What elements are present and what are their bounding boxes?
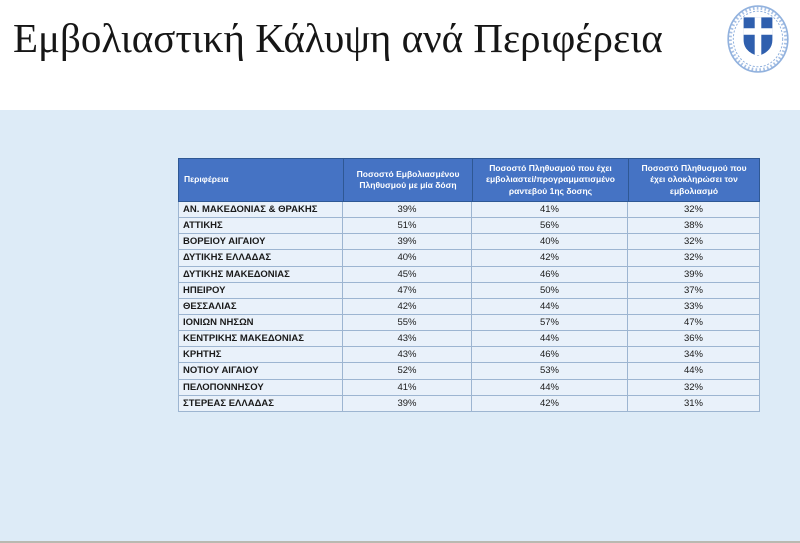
value-cell: 31% xyxy=(628,395,760,412)
value-cell: 50% xyxy=(472,282,628,299)
value-cell: 32% xyxy=(628,250,760,267)
table-row: ΙΟΝΙΩΝ ΝΗΣΩΝ 55% 57% 47% xyxy=(178,314,760,332)
table-row: ΠΕΛΟΠΟΝΝΗΣΟΥ 41% 44% 32% xyxy=(178,379,760,396)
value-cell: 39% xyxy=(628,266,760,283)
table-row: ΑΝ. ΜΑΚΕΔΟΝΙΑΣ & ΘΡΑΚΗΣ 39% 41% 32% xyxy=(178,202,760,219)
value-cell: 39% xyxy=(343,234,472,251)
region-cell: ΣΤΕΡΕΑΣ ΕΛΛΑΔΑΣ xyxy=(178,395,343,412)
column-header-completed: Ποσοστό Πληθυσμού που έχει ολοκληρώσει τ… xyxy=(628,158,760,202)
table-row: ΚΕΝΤΡΙΚΗΣ ΜΑΚΕΔΟΝΙΑΣ 43% 44% 36% xyxy=(178,331,760,348)
wreath-leaves-icon xyxy=(728,6,788,72)
value-cell: 40% xyxy=(472,234,628,251)
value-cell: 43% xyxy=(343,347,472,364)
value-cell: 55% xyxy=(343,314,472,332)
table-row: ΣΤΕΡΕΑΣ ΕΛΛΑΔΑΣ 39% 42% 31% xyxy=(178,395,760,412)
column-header-one-dose: Ποσοστό Εμβολιασμένου Πληθυσμού με μία δ… xyxy=(343,158,472,202)
table-row: ΔΥΤΙΚΗΣ ΜΑΚΕΔΟΝΙΑΣ 45% 46% 39% xyxy=(178,266,760,283)
value-cell: 42% xyxy=(472,395,628,412)
greek-coat-of-arms-logo xyxy=(727,5,789,73)
value-cell: 47% xyxy=(343,282,472,299)
region-cell: ΝΟΤΙΟΥ ΑΙΓΑΙΟΥ xyxy=(178,363,343,380)
region-cell: ΙΟΝΙΩΝ ΝΗΣΩΝ xyxy=(178,314,343,332)
region-cell: ΠΕΛΟΠΟΝΝΗΣΟΥ xyxy=(178,379,343,396)
value-cell: 36% xyxy=(628,331,760,348)
region-cell: ΗΠΕΙΡΟΥ xyxy=(178,282,343,299)
region-cell: ΚΕΝΤΡΙΚΗΣ ΜΑΚΕΔΟΝΙΑΣ xyxy=(178,331,343,348)
region-cell: ΑΤΤΙΚΗΣ xyxy=(178,218,343,235)
value-cell: 44% xyxy=(628,363,760,380)
region-cell: ΔΥΤΙΚΗΣ ΕΛΛΑΔΑΣ xyxy=(178,250,343,267)
wreath-inner-icon xyxy=(732,10,784,68)
value-cell: 32% xyxy=(628,379,760,396)
value-cell: 32% xyxy=(628,234,760,251)
value-cell: 44% xyxy=(472,331,628,348)
value-cell: 46% xyxy=(472,266,628,283)
table-row: ΘΕΣΣΑΛΙΑΣ 42% 44% 33% xyxy=(178,298,760,315)
value-cell: 45% xyxy=(343,266,472,283)
table-body: ΑΝ. ΜΑΚΕΔΟΝΙΑΣ & ΘΡΑΚΗΣ 39% 41% 32% ΑΤΤΙΚΗΣ 5… xyxy=(178,202,760,412)
table-row: ΚΡΗΤΗΣ 43% 46% 34% xyxy=(178,347,760,364)
value-cell: 46% xyxy=(472,347,628,364)
value-cell: 41% xyxy=(343,379,472,396)
table-row: ΒΟΡΕΙΟΥ ΑΙΓΑΙΟΥ 39% 40% 32% xyxy=(178,234,760,251)
region-cell: ΒΟΡΕΙΟΥ ΑΙΓΑΙΟΥ xyxy=(178,234,343,251)
value-cell: 53% xyxy=(472,363,628,380)
value-cell: 33% xyxy=(628,298,760,315)
value-cell: 43% xyxy=(343,331,472,348)
value-cell: 39% xyxy=(343,395,472,412)
column-header-scheduled: Ποσοστό Πληθυσμού που έχει εμβολιαστεί/π… xyxy=(472,158,628,202)
value-cell: 42% xyxy=(343,298,472,315)
vaccination-coverage-table: Περιφέρεια Ποσοστό Εμβολιασμένου Πληθυσμ… xyxy=(178,158,760,412)
value-cell: 57% xyxy=(472,314,628,332)
bottom-divider xyxy=(0,541,800,543)
table-row: ΝΟΤΙΟΥ ΑΙΓΑΙΟΥ 52% 53% 44% xyxy=(178,363,760,380)
value-cell: 51% xyxy=(343,218,472,235)
value-cell: 39% xyxy=(343,202,472,219)
wreath-outer-icon xyxy=(727,5,789,73)
table-row: ΔΥΤΙΚΗΣ ΕΛΛΑΔΑΣ 40% 42% 32% xyxy=(178,250,760,267)
value-cell: 47% xyxy=(628,314,760,332)
value-cell: 34% xyxy=(628,347,760,364)
region-cell: ΔΥΤΙΚΗΣ ΜΑΚΕΔΟΝΙΑΣ xyxy=(178,266,343,283)
region-cell: ΘΕΣΣΑΛΙΑΣ xyxy=(178,298,343,315)
value-cell: 42% xyxy=(472,250,628,267)
region-cell: ΚΡΗΤΗΣ xyxy=(178,347,343,364)
value-cell: 41% xyxy=(472,202,628,219)
value-cell: 44% xyxy=(472,298,628,315)
page-title: Εμβολιαστική Κάλυψη ανά Περιφέρεια xyxy=(13,15,663,61)
column-header-region: Περιφέρεια xyxy=(178,158,343,202)
value-cell: 56% xyxy=(472,218,628,235)
value-cell: 32% xyxy=(628,202,760,219)
cross-icon xyxy=(743,17,773,56)
value-cell: 44% xyxy=(472,379,628,396)
content-panel: Περιφέρεια Ποσοστό Εμβολιασμένου Πληθυσμ… xyxy=(0,110,800,543)
region-cell: ΑΝ. ΜΑΚΕΔΟΝΙΑΣ & ΘΡΑΚΗΣ xyxy=(178,202,343,219)
title-band: Εμβολιαστική Κάλυψη ανά Περιφέρεια xyxy=(0,0,800,110)
value-cell: 38% xyxy=(628,218,760,235)
value-cell: 40% xyxy=(343,250,472,267)
value-cell: 52% xyxy=(343,363,472,380)
table-row: ΑΤΤΙΚΗΣ 51% 56% 38% xyxy=(178,218,760,235)
table-header-row: Περιφέρεια Ποσοστό Εμβολιασμένου Πληθυσμ… xyxy=(178,158,760,202)
table-row: ΗΠΕΙΡΟΥ 47% 50% 37% xyxy=(178,282,760,299)
value-cell: 37% xyxy=(628,282,760,299)
